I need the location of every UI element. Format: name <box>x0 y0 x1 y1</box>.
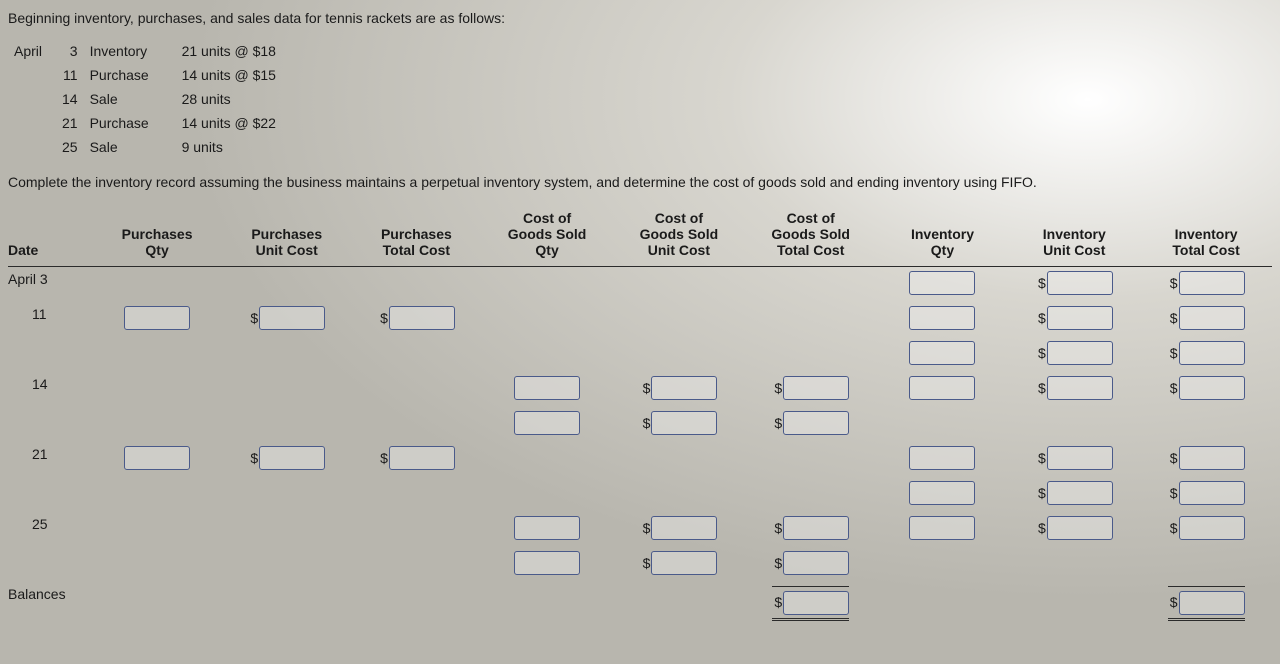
inv-qty-input[interactable] <box>909 376 975 400</box>
purchase-unitcost-input[interactable] <box>259 446 325 470</box>
intro-text: Beginning inventory, purchases, and sale… <box>8 10 1272 26</box>
table-row: 11 $ $ $ $ <box>8 302 1272 337</box>
trans-row: 11 Purchase 14 units @ $15 <box>14 64 286 86</box>
col-inv-unitcost: InventoryUnit Cost <box>1008 210 1140 266</box>
trans-detail: 9 units <box>182 136 286 158</box>
balances-row: Balances $ $ <box>8 582 1272 625</box>
inv-unitcost-input[interactable] <box>1047 376 1113 400</box>
cogs-unitcost-input[interactable] <box>651 516 717 540</box>
cogs-totalcost-input[interactable] <box>783 411 849 435</box>
inv-totalcost-input[interactable] <box>1179 376 1245 400</box>
table-row: April 3 $ $ <box>8 267 1272 303</box>
trans-detail: 14 units @ $22 <box>182 112 286 134</box>
trans-detail: 28 units <box>182 88 286 110</box>
inv-totalcost-input[interactable] <box>1179 481 1245 505</box>
col-cogs-totalcost: Cost ofGoods SoldTotal Cost <box>745 210 877 266</box>
table-row: $ $ <box>8 407 1272 442</box>
col-date: Date <box>8 210 92 266</box>
inv-balance-input[interactable] <box>1179 591 1245 615</box>
inventory-worksheet: Date PurchasesQty PurchasesUnit Cost Pur… <box>8 210 1272 625</box>
inv-totalcost-input[interactable] <box>1179 306 1245 330</box>
col-inv-qty: InventoryQty <box>877 210 1009 266</box>
inv-qty-input[interactable] <box>909 481 975 505</box>
trans-month: April <box>14 40 60 62</box>
row-date: 21 <box>8 442 92 477</box>
transactions-table: April 3 Inventory 21 units @ $18 11 Purc… <box>12 38 288 160</box>
cogs-qty-input[interactable] <box>514 516 580 540</box>
cogs-qty-input[interactable] <box>514 551 580 575</box>
table-row: 25 $ $ $ $ <box>8 512 1272 547</box>
purchase-qty-input[interactable] <box>124 306 190 330</box>
trans-row: 21 Purchase 14 units @ $22 <box>14 112 286 134</box>
trans-detail: 21 units @ $18 <box>182 40 286 62</box>
inv-qty-input[interactable] <box>909 446 975 470</box>
table-row: 14 $ $ $ $ <box>8 372 1272 407</box>
trans-day: 21 <box>62 112 88 134</box>
cogs-totalcost-input[interactable] <box>783 376 849 400</box>
cogs-totalcost-input[interactable] <box>783 551 849 575</box>
trans-day: 14 <box>62 88 88 110</box>
cogs-qty-input[interactable] <box>514 411 580 435</box>
cogs-unitcost-input[interactable] <box>651 411 717 435</box>
inv-qty-input[interactable] <box>909 306 975 330</box>
trans-type: Sale <box>90 136 180 158</box>
inv-unitcost-input[interactable] <box>1047 446 1113 470</box>
table-row: 21 $ $ $ $ <box>8 442 1272 477</box>
row-date: April 3 <box>8 267 92 303</box>
trans-day: 11 <box>62 64 88 86</box>
trans-detail: 14 units @ $15 <box>182 64 286 86</box>
col-purchases-qty: PurchasesQty <box>92 210 222 266</box>
col-inv-totalcost: InventoryTotal Cost <box>1140 210 1272 266</box>
trans-day: 3 <box>62 40 88 62</box>
col-purchases-totalcost: PurchasesTotal Cost <box>352 210 482 266</box>
purchase-qty-input[interactable] <box>124 446 190 470</box>
inv-unitcost-input[interactable] <box>1047 306 1113 330</box>
inv-totalcost-input[interactable] <box>1179 516 1245 540</box>
trans-day: 25 <box>62 136 88 158</box>
cogs-qty-input[interactable] <box>514 376 580 400</box>
trans-type: Sale <box>90 88 180 110</box>
inv-totalcost-input[interactable] <box>1179 271 1245 295</box>
cogs-unitcost-input[interactable] <box>651 376 717 400</box>
inv-totalcost-input[interactable] <box>1179 446 1245 470</box>
trans-type: Purchase <box>90 64 180 86</box>
trans-row: April 3 Inventory 21 units @ $18 <box>14 40 286 62</box>
cogs-totalcost-input[interactable] <box>783 516 849 540</box>
cogs-unitcost-input[interactable] <box>651 551 717 575</box>
col-cogs-qty: Cost ofGoods SoldQty <box>481 210 613 266</box>
row-date: 11 <box>8 302 92 337</box>
inv-qty-input[interactable] <box>909 516 975 540</box>
inv-totalcost-input[interactable] <box>1179 341 1245 365</box>
col-purchases-unitcost: PurchasesUnit Cost <box>222 210 352 266</box>
inv-unitcost-input[interactable] <box>1047 481 1113 505</box>
inv-qty-input[interactable] <box>909 341 975 365</box>
inv-qty-input[interactable] <box>909 271 975 295</box>
inv-unitcost-input[interactable] <box>1047 516 1113 540</box>
trans-type: Inventory <box>90 40 180 62</box>
table-row: $ $ <box>8 477 1272 512</box>
col-cogs-unitcost: Cost ofGoods SoldUnit Cost <box>613 210 745 266</box>
worksheet-page: Beginning inventory, purchases, and sale… <box>0 0 1280 664</box>
row-date: 14 <box>8 372 92 407</box>
row-date: 25 <box>8 512 92 547</box>
row-date: Balances <box>8 582 92 625</box>
trans-type: Purchase <box>90 112 180 134</box>
purchase-totalcost-input[interactable] <box>389 306 455 330</box>
cogs-balance-input[interactable] <box>783 591 849 615</box>
table-row: $ $ <box>8 337 1272 372</box>
table-row: $ $ <box>8 547 1272 582</box>
trans-row: 14 Sale 28 units <box>14 88 286 110</box>
instruction-text: Complete the inventory record assuming t… <box>8 174 1272 190</box>
purchase-totalcost-input[interactable] <box>389 446 455 470</box>
inv-unitcost-input[interactable] <box>1047 271 1113 295</box>
purchase-unitcost-input[interactable] <box>259 306 325 330</box>
inv-unitcost-input[interactable] <box>1047 341 1113 365</box>
trans-row: 25 Sale 9 units <box>14 136 286 158</box>
